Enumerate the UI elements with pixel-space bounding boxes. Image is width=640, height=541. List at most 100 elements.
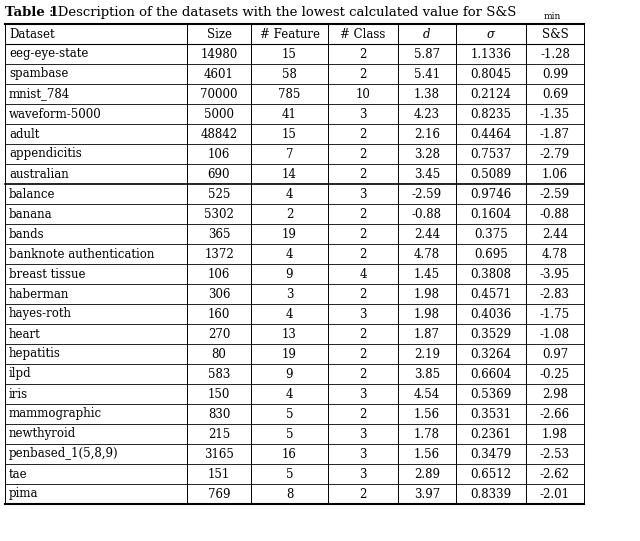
Text: -2.83: -2.83 xyxy=(540,287,570,300)
Text: 2.44: 2.44 xyxy=(414,228,440,241)
Text: -2.66: -2.66 xyxy=(540,407,570,420)
Text: 0.6512: 0.6512 xyxy=(470,467,511,480)
Text: 2: 2 xyxy=(359,367,367,380)
Text: newthyroid: newthyroid xyxy=(9,427,76,440)
Text: 0.3531: 0.3531 xyxy=(470,407,511,420)
Text: pima: pima xyxy=(9,487,38,500)
Text: 2.44: 2.44 xyxy=(542,228,568,241)
Text: 3.28: 3.28 xyxy=(414,148,440,161)
Text: 0.99: 0.99 xyxy=(542,68,568,81)
Text: 2.19: 2.19 xyxy=(414,347,440,360)
Text: 2: 2 xyxy=(359,407,367,420)
Text: 5: 5 xyxy=(285,467,293,480)
Text: 0.1604: 0.1604 xyxy=(470,208,511,221)
Text: 2.16: 2.16 xyxy=(414,128,440,141)
Text: 0.5089: 0.5089 xyxy=(470,168,511,181)
Text: 13: 13 xyxy=(282,327,297,340)
Text: 15: 15 xyxy=(282,128,297,141)
Text: hayes-roth: hayes-roth xyxy=(9,307,72,320)
Text: tae: tae xyxy=(9,467,28,480)
Text: 3: 3 xyxy=(359,108,367,121)
Text: 0.695: 0.695 xyxy=(474,247,508,261)
Text: Table 1: Table 1 xyxy=(5,6,59,19)
Text: 583: 583 xyxy=(208,367,230,380)
Text: 8: 8 xyxy=(286,487,293,500)
Text: 3: 3 xyxy=(359,427,367,440)
Text: 3: 3 xyxy=(285,287,293,300)
Text: 0.69: 0.69 xyxy=(542,88,568,101)
Text: 5.87: 5.87 xyxy=(414,48,440,61)
Text: 16: 16 xyxy=(282,447,297,460)
Text: 5302: 5302 xyxy=(204,208,234,221)
Text: 106: 106 xyxy=(208,267,230,280)
Text: mnist_784: mnist_784 xyxy=(9,88,70,101)
Text: 70000: 70000 xyxy=(200,88,237,101)
Text: 5: 5 xyxy=(285,427,293,440)
Text: 2: 2 xyxy=(359,208,367,221)
Text: 2.98: 2.98 xyxy=(542,387,568,400)
Text: 0.8339: 0.8339 xyxy=(470,487,511,500)
Text: 2: 2 xyxy=(359,68,367,81)
Text: banana: banana xyxy=(9,208,52,221)
Text: 2.89: 2.89 xyxy=(414,467,440,480)
Text: adult: adult xyxy=(9,128,40,141)
Text: 0.7537: 0.7537 xyxy=(470,148,511,161)
Text: 0.5369: 0.5369 xyxy=(470,387,511,400)
Text: 4.78: 4.78 xyxy=(542,247,568,261)
Text: # Class: # Class xyxy=(340,28,386,41)
Text: 3: 3 xyxy=(359,307,367,320)
Text: waveform-5000: waveform-5000 xyxy=(9,108,102,121)
Text: 3.97: 3.97 xyxy=(414,487,440,500)
Text: 1.56: 1.56 xyxy=(414,407,440,420)
Text: 1.1336: 1.1336 xyxy=(470,48,511,61)
Text: spambase: spambase xyxy=(9,68,68,81)
Text: 0.2124: 0.2124 xyxy=(470,88,511,101)
Text: Size: Size xyxy=(207,28,232,41)
Text: -0.88: -0.88 xyxy=(412,208,442,221)
Text: 4.78: 4.78 xyxy=(414,247,440,261)
Text: 14: 14 xyxy=(282,168,297,181)
Text: 15: 15 xyxy=(282,48,297,61)
Text: -1.28: -1.28 xyxy=(540,48,570,61)
Text: 1.78: 1.78 xyxy=(414,427,440,440)
Text: penbased_1(5,8,9): penbased_1(5,8,9) xyxy=(9,447,118,460)
Text: 1.87: 1.87 xyxy=(414,327,440,340)
Text: eeg-eye-state: eeg-eye-state xyxy=(9,48,88,61)
Text: ilpd: ilpd xyxy=(9,367,31,380)
Text: -1.35: -1.35 xyxy=(540,108,570,121)
Text: appendicitis: appendicitis xyxy=(9,148,82,161)
Text: 2: 2 xyxy=(359,247,367,261)
Text: 0.3264: 0.3264 xyxy=(470,347,511,360)
Text: : Description of the datasets with the lowest calculated value for S&S: : Description of the datasets with the l… xyxy=(49,6,516,19)
Text: 160: 160 xyxy=(208,307,230,320)
Text: -1.87: -1.87 xyxy=(540,128,570,141)
Text: 9: 9 xyxy=(285,367,293,380)
Text: breast tissue: breast tissue xyxy=(9,267,86,280)
Text: 4: 4 xyxy=(359,267,367,280)
Text: mammographic: mammographic xyxy=(9,407,102,420)
Text: 1.98: 1.98 xyxy=(414,287,440,300)
Text: 2: 2 xyxy=(359,128,367,141)
Text: 0.2361: 0.2361 xyxy=(470,427,511,440)
Text: 4: 4 xyxy=(285,307,293,320)
Text: heart: heart xyxy=(9,327,41,340)
Text: 0.8235: 0.8235 xyxy=(470,108,511,121)
Text: 2: 2 xyxy=(359,148,367,161)
Text: 2: 2 xyxy=(359,228,367,241)
Text: 0.375: 0.375 xyxy=(474,228,508,241)
Text: -1.75: -1.75 xyxy=(540,307,570,320)
Text: 0.6604: 0.6604 xyxy=(470,367,511,380)
Text: 4.54: 4.54 xyxy=(414,387,440,400)
Text: 5000: 5000 xyxy=(204,108,234,121)
Text: haberman: haberman xyxy=(9,287,69,300)
Text: 830: 830 xyxy=(208,407,230,420)
Text: -2.53: -2.53 xyxy=(540,447,570,460)
Text: 215: 215 xyxy=(208,427,230,440)
Text: 4: 4 xyxy=(285,387,293,400)
Text: 306: 306 xyxy=(208,287,230,300)
Text: 3.85: 3.85 xyxy=(414,367,440,380)
Text: 1.38: 1.38 xyxy=(414,88,440,101)
Text: 1372: 1372 xyxy=(204,247,234,261)
Text: 4: 4 xyxy=(285,247,293,261)
Text: 0.3808: 0.3808 xyxy=(470,267,511,280)
